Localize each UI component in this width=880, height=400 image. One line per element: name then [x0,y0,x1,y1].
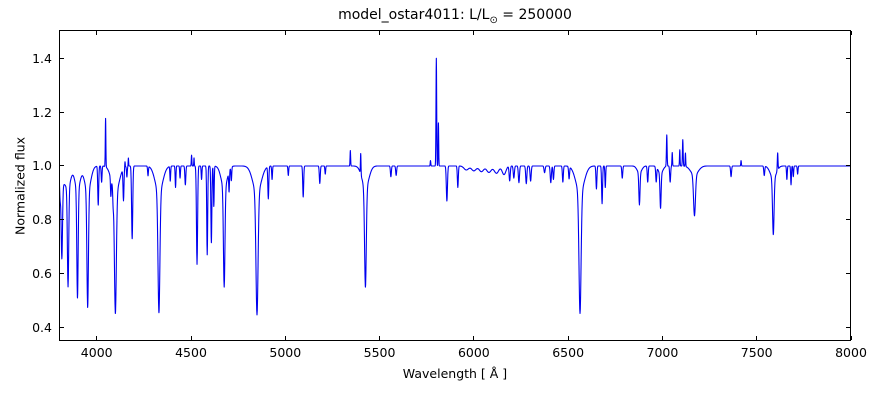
x-tick-top [96,31,98,35]
plot-title-text: model_ostar4011: L/L [338,7,490,23]
x-tick-top [284,31,286,35]
y-tick-right [846,327,850,329]
x-tick-top [661,31,663,35]
x-tick [756,336,758,340]
y-tick-right [846,165,850,167]
y-tick-right [846,111,850,113]
x-axis-label: Wavelength [ Å ] [402,366,508,381]
x-tick [190,336,192,340]
x-tick [379,336,381,340]
y-tick [60,273,64,275]
x-tick-top [473,31,475,35]
plot-frame [59,30,851,341]
x-tick-label: 8000 [835,345,867,360]
x-tick-label: 4500 [175,345,207,360]
y-tick [60,57,64,59]
y-tick [60,219,64,221]
x-tick-label: 7000 [646,345,679,360]
x-tick-label: 7500 [740,345,773,360]
x-tick-top [850,31,852,35]
x-tick-label: 5500 [363,345,396,360]
x-tick [850,336,852,340]
solar-symbol: ⊙ [489,14,498,26]
x-tick-top [190,31,192,35]
x-tick [473,336,475,340]
x-tick-label: 6500 [552,345,585,360]
x-tick-top [756,31,758,35]
x-tick-top [567,31,569,35]
x-tick [661,336,663,340]
x-tick-label: 4000 [80,345,113,360]
y-tick-label: 1.4 [32,50,52,66]
x-tick [284,336,286,340]
y-tick-label: 1.2 [32,104,52,120]
y-tick-label: 0.8 [32,212,52,228]
x-tick-label: 6000 [457,345,490,360]
y-tick-label: 0.6 [32,266,52,282]
y-tick-right [846,219,850,221]
plot-title: model_ostar4011: L/L⊙ = 250000 [59,7,851,26]
x-tick-top [379,31,381,35]
x-tick [567,336,569,340]
y-tick-label: 1.0 [32,158,52,174]
y-tick-right [846,57,850,59]
y-tick-label: 0.4 [32,320,52,336]
y-tick [60,327,64,329]
x-tick [96,336,98,340]
y-tick [60,111,64,113]
x-tick-label: 5000 [269,345,302,360]
y-tick [60,165,64,167]
plot-title-value: = 250000 [497,7,572,23]
y-tick-right [846,273,850,275]
spectrum-line [59,57,851,316]
